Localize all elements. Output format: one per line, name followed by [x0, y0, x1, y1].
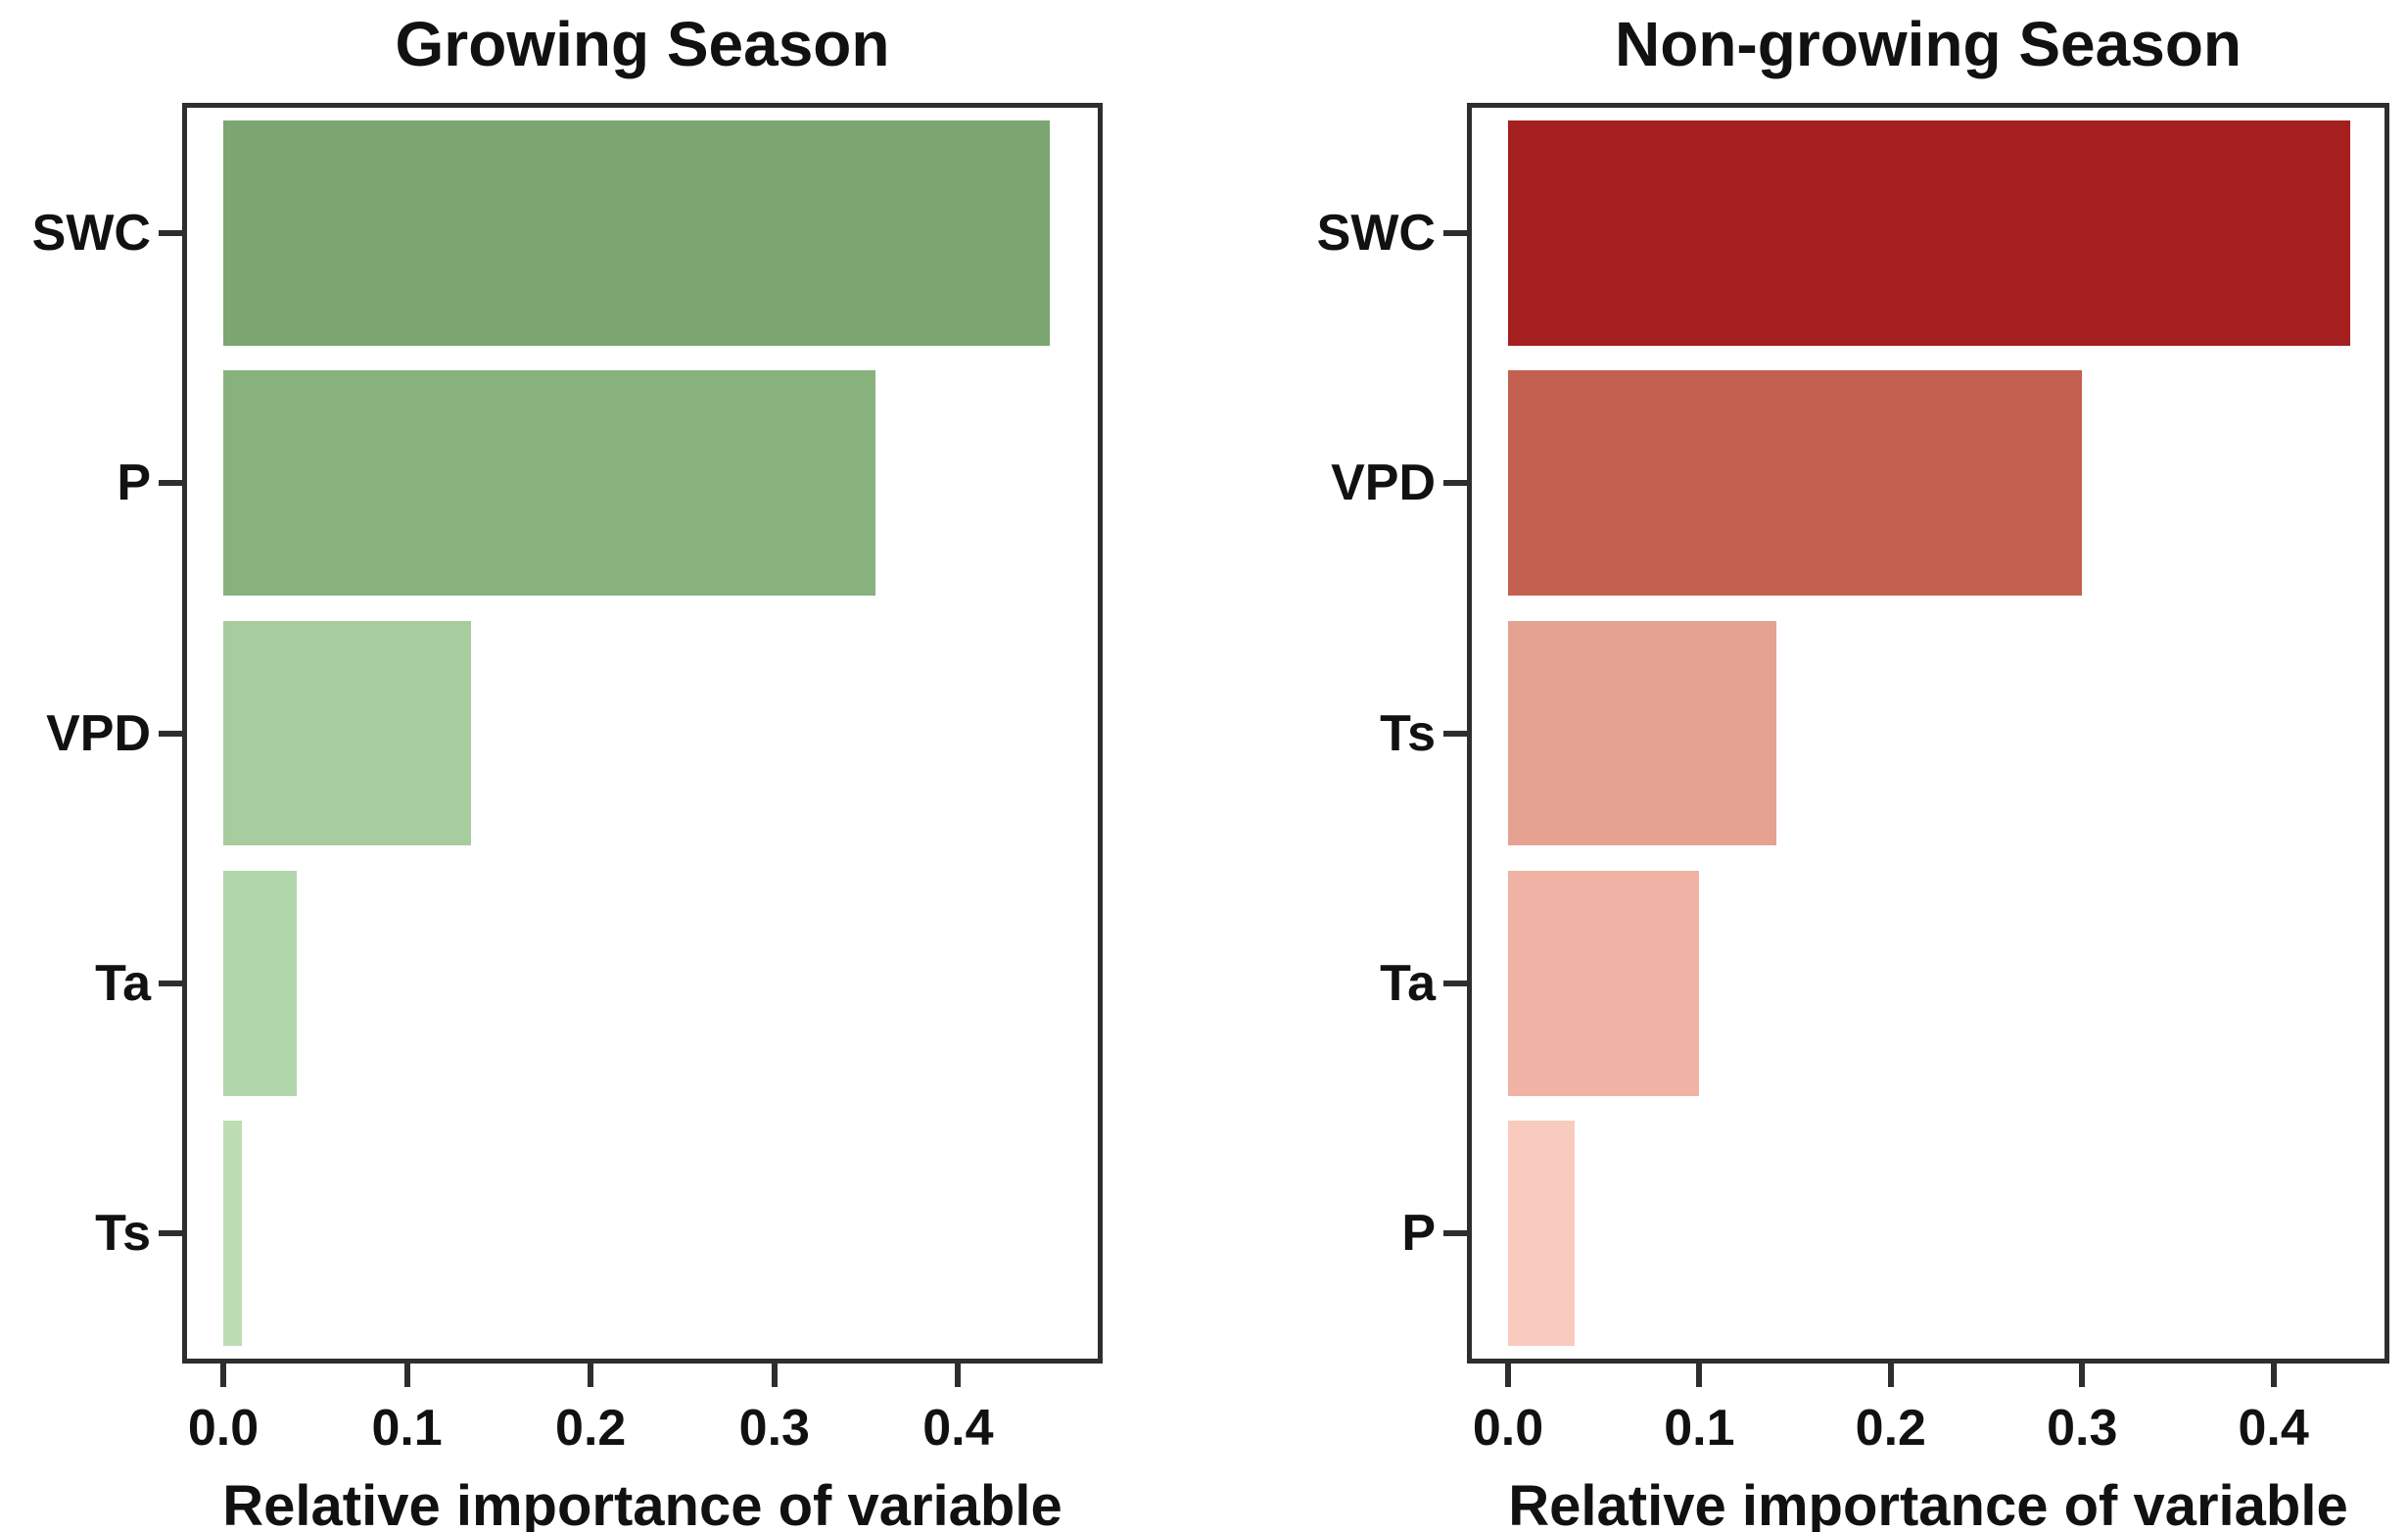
x-tick-label-0.4: 0.4: [922, 1400, 994, 1457]
y-axis-tick: [159, 229, 182, 236]
bar-growing-season-swc: [223, 120, 1051, 346]
x-tick-label-0.0: 0.0: [187, 1400, 260, 1457]
x-tick-label-0.0: 0.0: [1472, 1400, 1544, 1457]
x-axis-title-growing-season: Relative importance of variable: [222, 1474, 1062, 1532]
y-tick-label-swc: SWC: [1316, 204, 1436, 262]
y-tick-label-ts: Ts: [95, 1205, 151, 1263]
x-tick-label-0.4: 0.4: [2238, 1400, 2309, 1457]
x-axis-tick: [1505, 1364, 1511, 1387]
x-axis-title-non-growing-season: Relative importance of variable: [1508, 1474, 2348, 1532]
y-tick-label-vpd: VPD: [46, 704, 151, 762]
y-axis-tick: [159, 730, 182, 737]
y-axis-tick: [159, 1230, 182, 1237]
x-tick-label-0.2: 0.2: [555, 1400, 627, 1457]
y-axis-tick: [1443, 730, 1467, 737]
x-axis-tick: [588, 1364, 594, 1387]
bar-non-growing-season-vpd: [1508, 370, 2083, 597]
chart-title-growing-season: Growing Season: [395, 9, 890, 79]
y-axis-tick: [159, 480, 182, 487]
y-tick-label-p: P: [1401, 1205, 1436, 1263]
bar-non-growing-season-ta: [1508, 870, 1700, 1096]
bar-growing-season-ta: [223, 870, 298, 1096]
bar-non-growing-season-swc: [1508, 120, 2350, 346]
bar-growing-season-p: [223, 370, 875, 597]
bar-non-growing-season-ts: [1508, 620, 1776, 846]
x-axis-tick: [1887, 1364, 1894, 1387]
y-tick-label-ta: Ta: [1380, 954, 1436, 1012]
bar-growing-season-vpd: [223, 620, 472, 846]
y-tick-label-p: P: [117, 455, 151, 512]
plot-panel-non-growing-season: [1467, 103, 2389, 1364]
x-tick-label-0.3: 0.3: [2047, 1400, 2118, 1457]
x-tick-label-0.1: 0.1: [1664, 1400, 1735, 1457]
x-tick-label-0.3: 0.3: [738, 1400, 810, 1457]
y-axis-tick: [1443, 1230, 1467, 1237]
plot-panel-growing-season: [182, 103, 1103, 1364]
x-tick-label-0.2: 0.2: [1855, 1400, 1926, 1457]
y-tick-label-vpd: VPD: [1331, 455, 1436, 512]
x-axis-tick: [2079, 1364, 2086, 1387]
x-axis-tick: [771, 1364, 778, 1387]
bar-growing-season-ts: [223, 1121, 242, 1347]
y-axis-tick: [1443, 229, 1467, 236]
y-axis-tick: [1443, 480, 1467, 487]
y-tick-label-ta: Ta: [95, 954, 151, 1012]
x-axis-tick: [1696, 1364, 1703, 1387]
y-tick-label-swc: SWC: [31, 204, 151, 262]
x-axis-tick: [220, 1364, 226, 1387]
x-axis-tick: [2270, 1364, 2277, 1387]
x-axis-tick: [403, 1364, 410, 1387]
x-tick-label-0.1: 0.1: [371, 1400, 443, 1457]
y-tick-label-ts: Ts: [1380, 704, 1436, 762]
bar-non-growing-season-p: [1508, 1121, 1576, 1347]
y-axis-tick: [159, 980, 182, 986]
y-axis-tick: [1443, 980, 1467, 986]
chart-title-non-growing-season: Non-growing Season: [1615, 9, 2242, 79]
x-axis-tick: [955, 1364, 962, 1387]
